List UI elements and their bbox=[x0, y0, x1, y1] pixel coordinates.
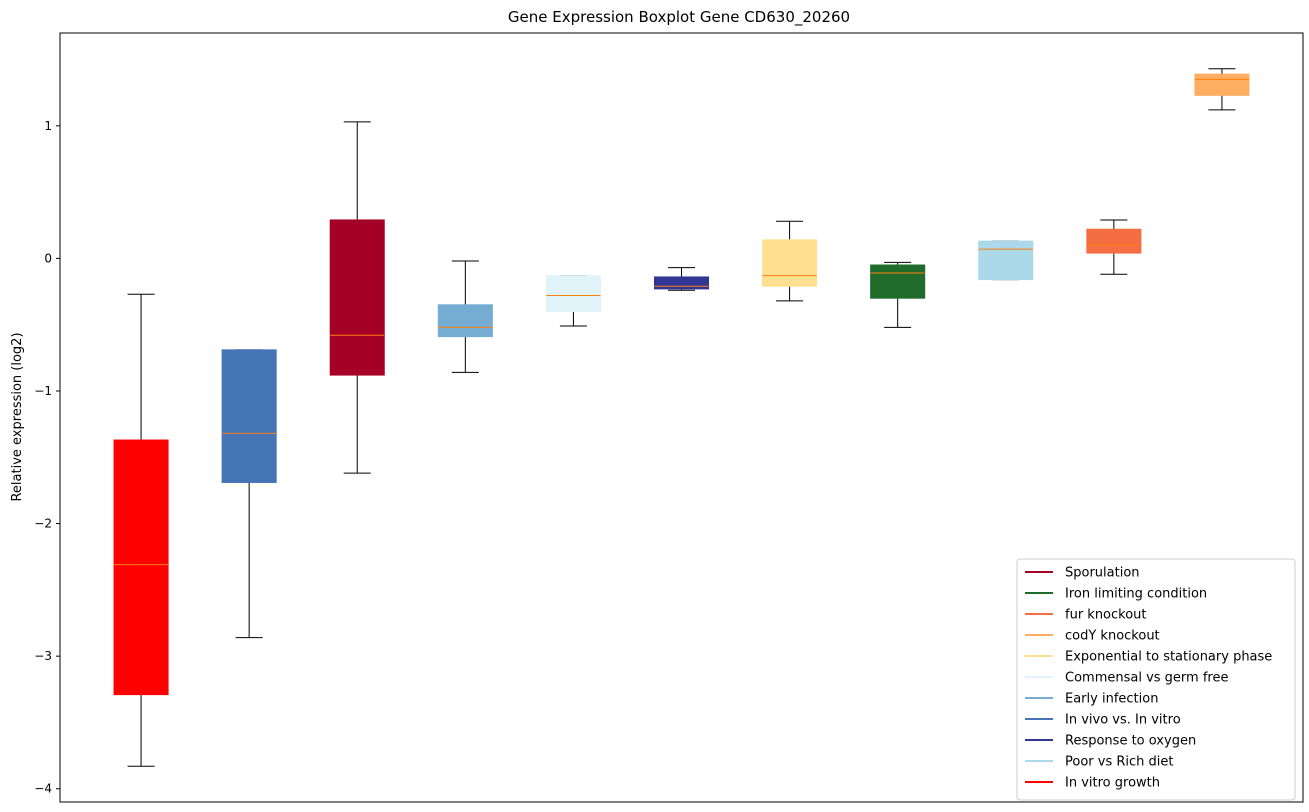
box-body bbox=[437, 304, 493, 338]
y-tick-label: −1 bbox=[34, 384, 52, 398]
legend-label: Commensal vs germ free bbox=[1065, 671, 1228, 686]
chart-title: Gene Expression Boxplot Gene CD630_20260 bbox=[508, 8, 850, 27]
box-group bbox=[978, 240, 1034, 281]
box-group bbox=[545, 275, 601, 327]
legend-label: Early infection bbox=[1065, 692, 1158, 707]
y-tick-label: 0 bbox=[44, 251, 52, 265]
box-group bbox=[1086, 219, 1142, 275]
legend-label: Poor vs Rich diet bbox=[1065, 755, 1173, 770]
legend-label: Exponential to stationary phase bbox=[1065, 650, 1272, 665]
box-body bbox=[329, 219, 385, 376]
box-group bbox=[762, 220, 818, 302]
y-tick-label: −4 bbox=[34, 782, 52, 796]
box-body bbox=[762, 239, 818, 287]
box-group bbox=[870, 261, 926, 328]
box-group bbox=[329, 121, 385, 474]
y-axis-ticks: 1 0 −1 −2 −3 −4 bbox=[34, 119, 60, 796]
box-body bbox=[545, 275, 601, 312]
legend-label: Sporulation bbox=[1065, 566, 1140, 581]
plot-frame bbox=[59, 32, 1304, 803]
box-body bbox=[978, 240, 1034, 281]
legend-label: Response to oxygen bbox=[1065, 734, 1196, 749]
box-body bbox=[221, 349, 277, 483]
y-axis-label: Relative expression (log2) bbox=[10, 332, 25, 501]
box-body bbox=[653, 276, 710, 290]
legend-label: fur knockout bbox=[1065, 608, 1147, 623]
y-tick-label: 1 bbox=[44, 119, 52, 133]
legend-frame bbox=[1016, 558, 1296, 801]
y-tick-label: −2 bbox=[34, 517, 52, 531]
boxes-layer bbox=[113, 68, 1250, 767]
legend-label: In vivo vs. In vitro bbox=[1065, 713, 1181, 728]
legend-label: Iron limiting condition bbox=[1065, 587, 1207, 602]
box-group bbox=[1194, 68, 1250, 111]
legend-label: codY knockout bbox=[1065, 629, 1160, 644]
box-body bbox=[1194, 73, 1250, 96]
box-body bbox=[870, 264, 926, 299]
box-body bbox=[1086, 228, 1142, 254]
legend-label: In vitro growth bbox=[1065, 776, 1160, 791]
y-tick-label: −3 bbox=[34, 649, 52, 663]
legend: Sporulation Iron limiting condition fur kn… bbox=[1016, 558, 1296, 801]
box-group bbox=[437, 260, 493, 373]
box-body bbox=[113, 439, 169, 696]
box-group bbox=[653, 267, 710, 291]
box-group bbox=[221, 349, 277, 639]
box-group bbox=[113, 293, 169, 767]
